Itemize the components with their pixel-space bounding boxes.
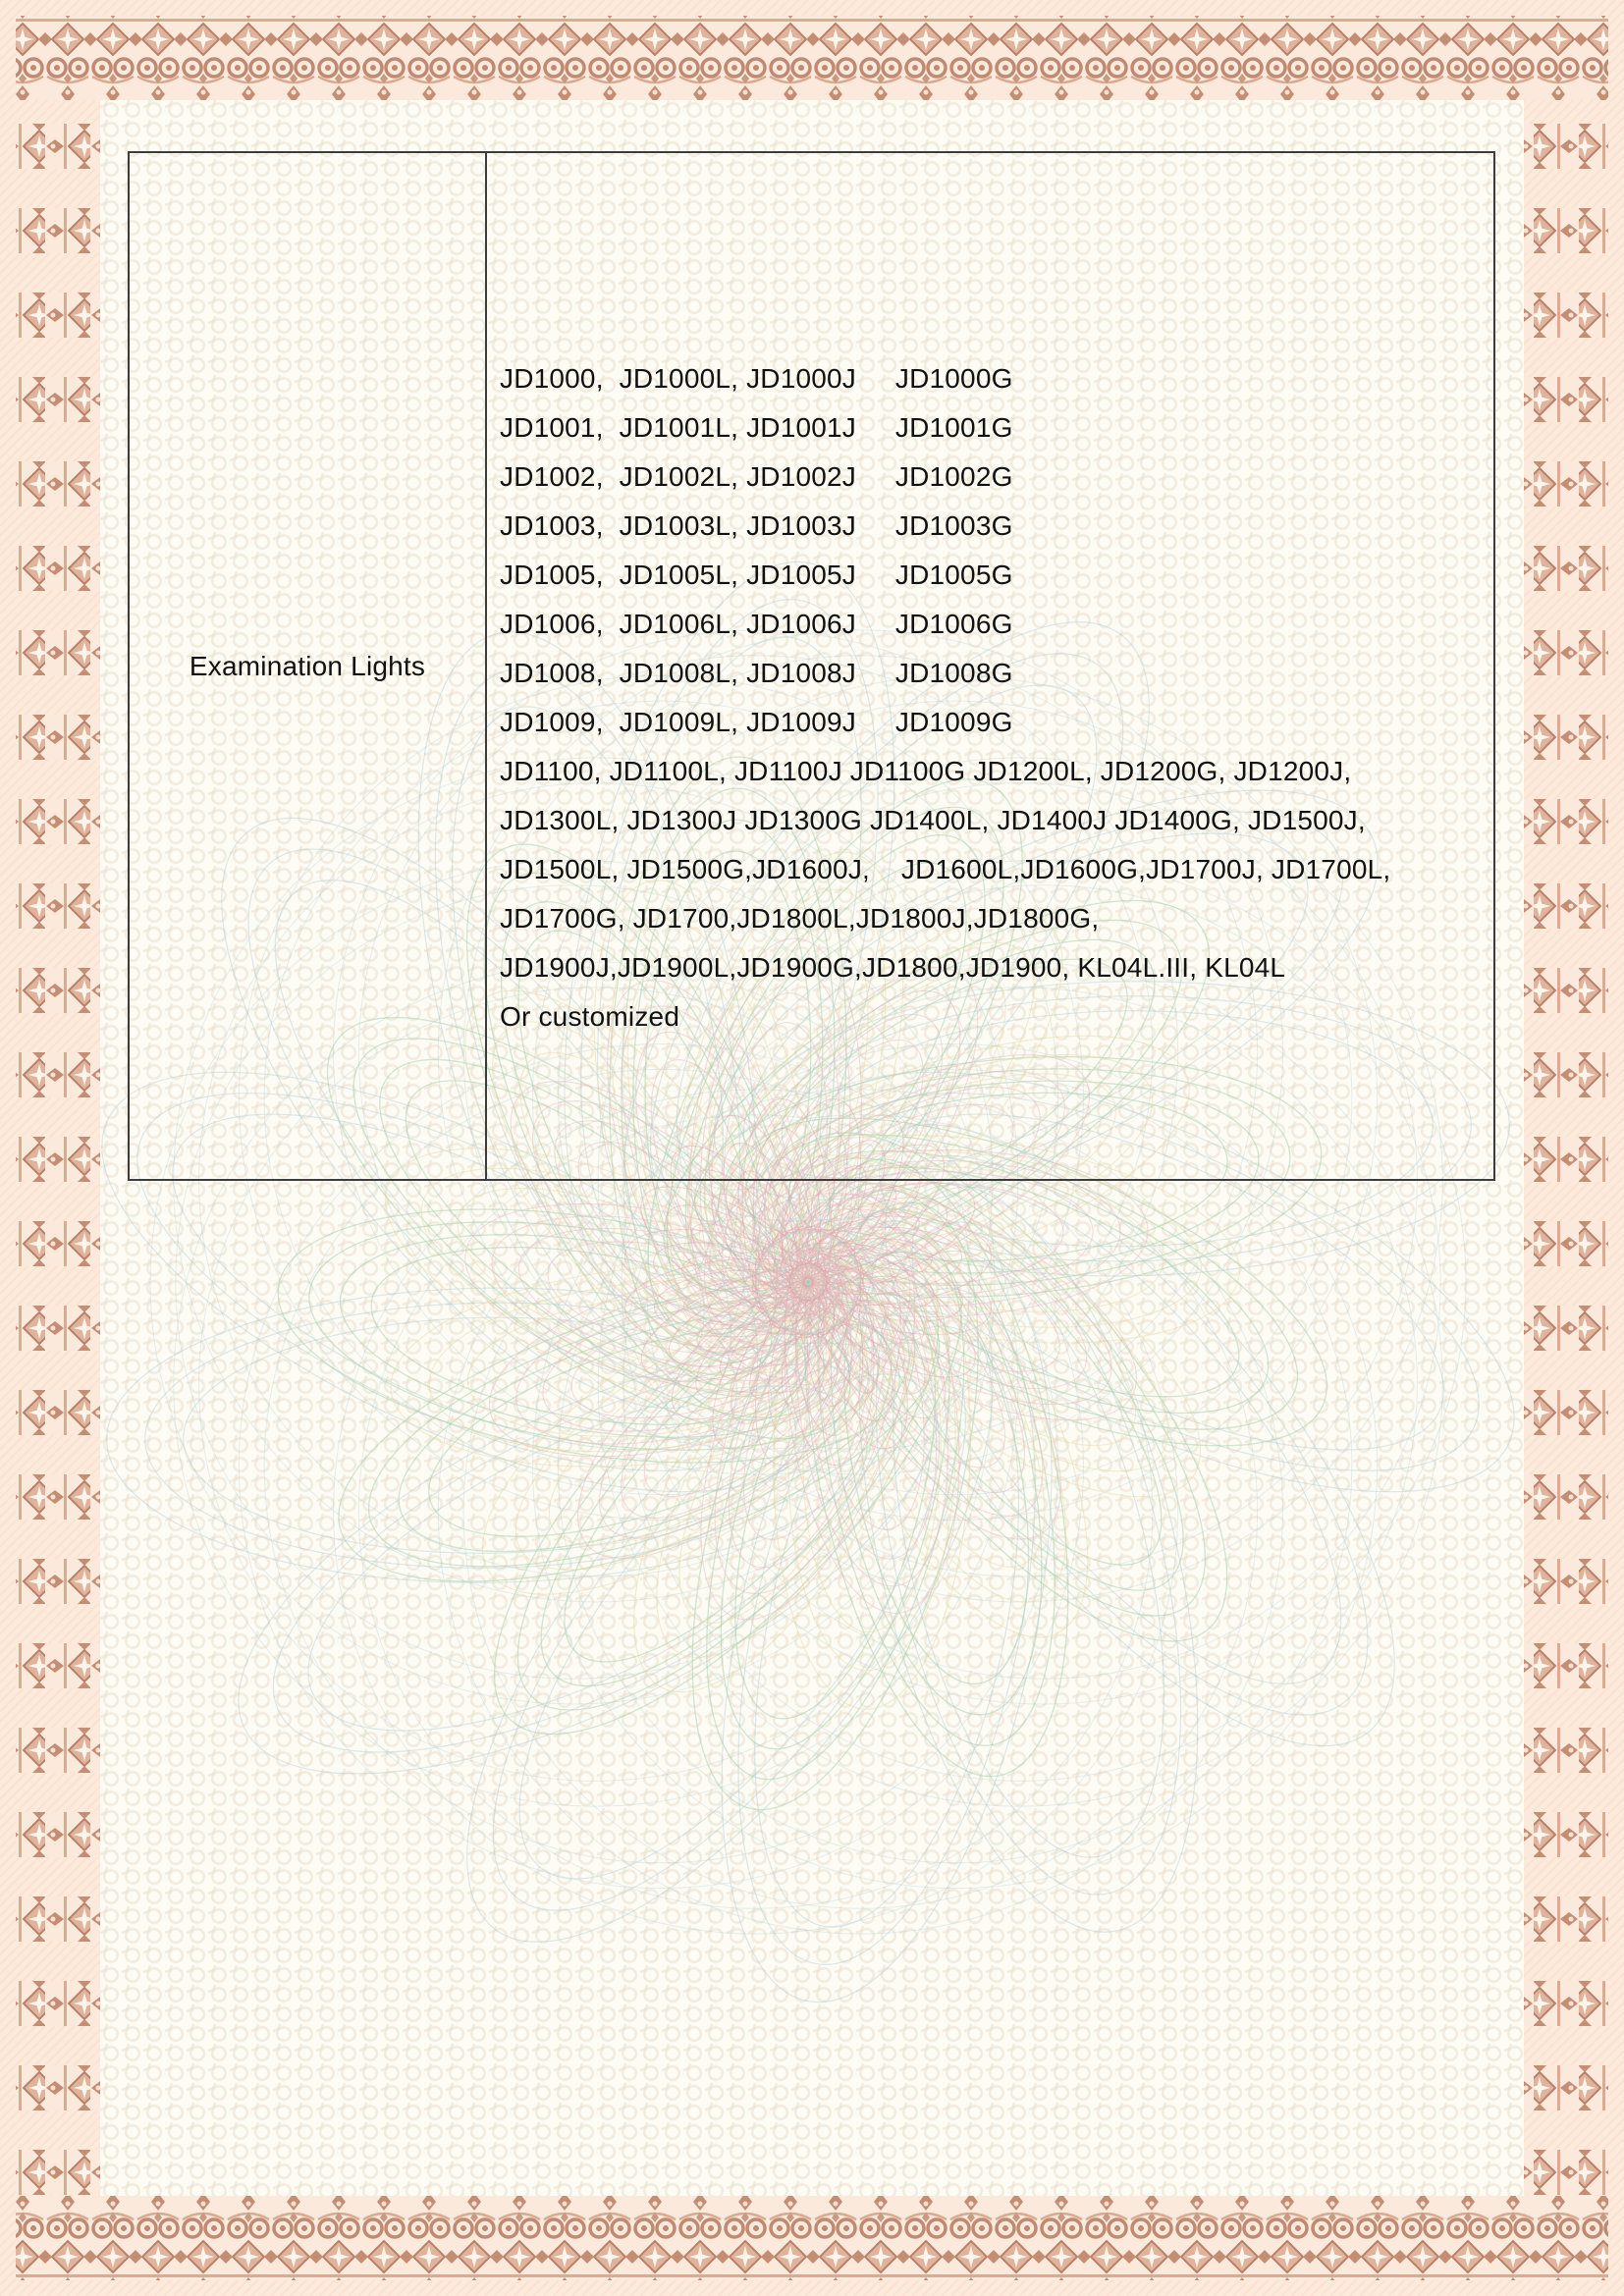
model-line: JD1005, JD1005L, JD1005J JD1005G: [500, 560, 1013, 590]
model-line: JD1000, JD1000L, JD1000J JD1000G: [500, 363, 1013, 394]
model-line: JD1900J,JD1900L,JD1900G,JD1800,JD1900, K…: [500, 952, 1286, 983]
table-cell-models: JD1000, JD1000L, JD1000J JD1000G JD1001,…: [487, 153, 1493, 1179]
examination-lights-label: Examination Lights: [189, 650, 426, 681]
model-line: JD1008, JD1008L, JD1008J JD1008G: [500, 658, 1013, 688]
model-line: JD1002, JD1002L, JD1002J JD1002G: [500, 461, 1013, 492]
model-line: JD1001, JD1001L, JD1001J JD1001G: [500, 412, 1013, 443]
model-line: JD1300L, JD1300J JD1300G JD1400L, JD1400…: [500, 805, 1366, 835]
border-band-top: [16, 16, 1608, 100]
model-line: JD1009, JD1009L, JD1009J JD1009G: [500, 707, 1013, 737]
spec-table: Examination Lights JD1000, JD1000L, JD10…: [128, 151, 1495, 1181]
border-band-bottom: [16, 2196, 1608, 2280]
model-line: JD1100, JD1100L, JD1100J JD1100G JD1200L…: [500, 756, 1352, 786]
model-line: Or customized: [500, 1001, 680, 1032]
model-line: JD1700G, JD1700,JD1800L,JD1800J,JD1800G,: [500, 903, 1100, 934]
model-line: JD1003, JD1003L, JD1003J JD1003G: [500, 510, 1013, 541]
model-line: JD1500L, JD1500G,JD1600J, JD1600L,JD1600…: [500, 854, 1391, 884]
border-band-left: [16, 16, 100, 2280]
table-cell-category: Examination Lights: [130, 153, 487, 1179]
model-line: JD1006, JD1006L, JD1006J JD1006G: [500, 609, 1013, 639]
border-band-right: [1524, 16, 1608, 2280]
